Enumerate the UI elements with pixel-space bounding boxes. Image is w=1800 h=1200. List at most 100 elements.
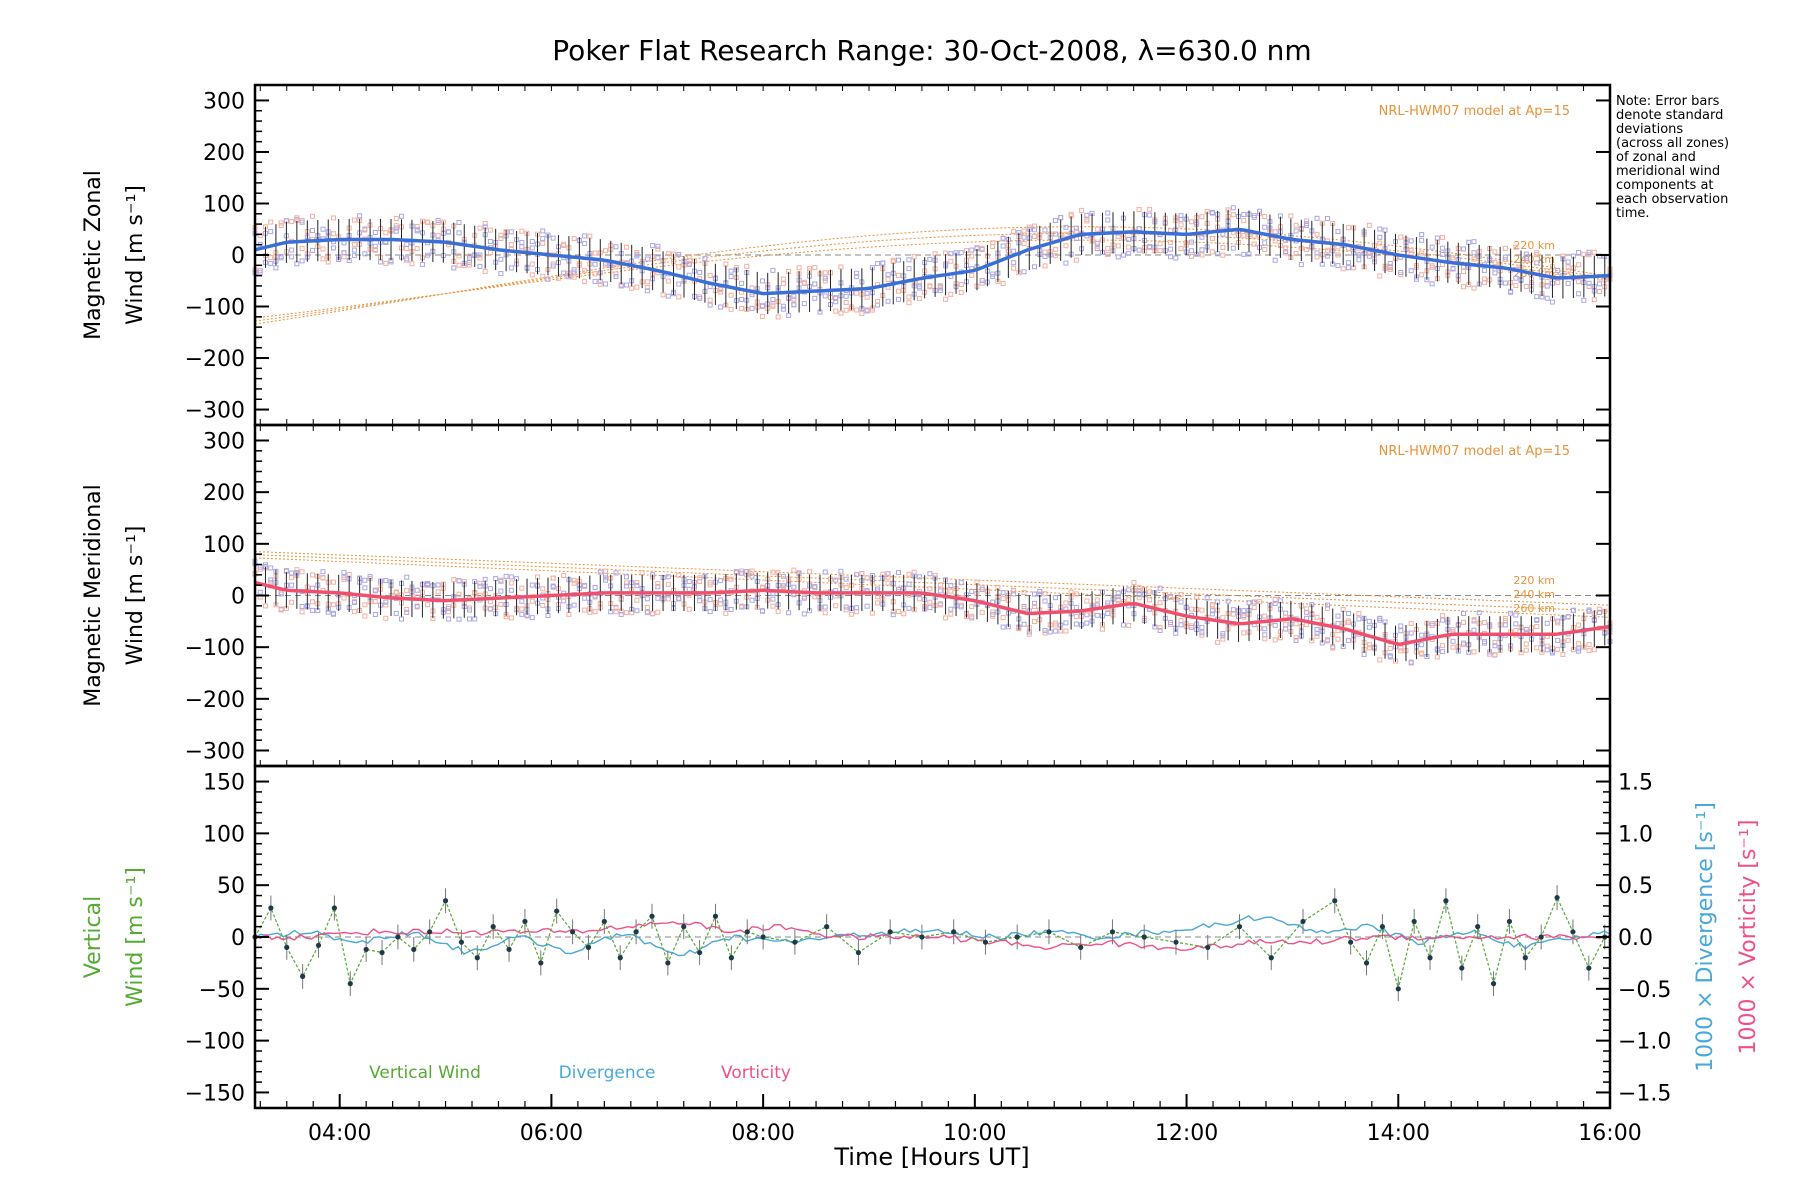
zone-point bbox=[299, 604, 305, 610]
zone-point bbox=[1199, 630, 1205, 636]
note-line: meridional wind bbox=[1616, 164, 1721, 179]
zone-point bbox=[1136, 585, 1142, 591]
model-altitude-label: 240 km bbox=[1513, 253, 1555, 266]
zone-point bbox=[927, 605, 933, 611]
vertical-wind-point bbox=[506, 946, 512, 953]
zone-point bbox=[1073, 228, 1079, 234]
zone-point bbox=[948, 582, 954, 588]
zone-point bbox=[1241, 251, 1247, 257]
zone-point bbox=[1534, 294, 1540, 300]
zone-point bbox=[1084, 212, 1090, 218]
zone-point bbox=[1586, 642, 1592, 648]
zone-point bbox=[613, 244, 619, 250]
vertical-wind-point bbox=[569, 929, 576, 935]
zone-point bbox=[1246, 600, 1252, 606]
zone-point bbox=[791, 584, 797, 590]
zone-point bbox=[1220, 244, 1226, 250]
zone-point bbox=[1021, 241, 1027, 247]
zone-point bbox=[299, 219, 305, 225]
zone-point bbox=[545, 276, 551, 282]
zone-point bbox=[341, 595, 347, 601]
zone-point bbox=[1220, 636, 1226, 642]
vertical-wind-point bbox=[554, 908, 560, 914]
zone-point bbox=[1251, 241, 1257, 247]
zone-point bbox=[1408, 250, 1414, 256]
zone-point bbox=[1314, 254, 1320, 260]
zone-point bbox=[686, 579, 692, 585]
zone-point bbox=[1272, 637, 1278, 643]
zone-point bbox=[1032, 591, 1038, 597]
vertical-wind-point bbox=[1586, 965, 1592, 971]
zone-point bbox=[843, 584, 849, 590]
zone-point bbox=[257, 589, 263, 595]
zone-point bbox=[1555, 646, 1561, 652]
y-tick-label: −200 bbox=[185, 688, 245, 713]
vertical-wind-point bbox=[363, 946, 369, 953]
zone-point bbox=[1241, 608, 1247, 614]
vertical-wind-point bbox=[1300, 918, 1306, 925]
vertical-wind-point bbox=[1570, 929, 1576, 935]
zone-point bbox=[833, 577, 839, 583]
zone-point bbox=[1560, 652, 1566, 658]
zone-point bbox=[383, 615, 389, 621]
zone-point bbox=[770, 303, 776, 309]
zone-point bbox=[1471, 617, 1477, 623]
zone-point bbox=[1000, 596, 1006, 602]
zone-point bbox=[393, 228, 399, 234]
vertical-wind-point bbox=[649, 913, 655, 919]
vertical-wind-point bbox=[1379, 924, 1386, 930]
zone-point bbox=[1209, 235, 1215, 241]
zone-point bbox=[1450, 255, 1456, 261]
zone-point bbox=[289, 575, 295, 581]
y-tick-label: 300 bbox=[203, 89, 245, 114]
y2-tick-label: −1.5 bbox=[1618, 1081, 1671, 1106]
zone-point bbox=[1513, 621, 1519, 627]
zone-point bbox=[540, 586, 546, 592]
zone-point bbox=[1073, 613, 1079, 619]
zone-point bbox=[1052, 620, 1058, 626]
x-axis-label: Time [Hours UT] bbox=[833, 1143, 1029, 1171]
vertical-wind-point bbox=[268, 905, 274, 911]
zone-point bbox=[310, 213, 316, 219]
zone-point bbox=[718, 304, 724, 310]
zone-point bbox=[419, 261, 425, 267]
zone-point bbox=[582, 240, 588, 246]
model-curve bbox=[254, 226, 1611, 325]
zone-point bbox=[1037, 589, 1043, 595]
vertical-wind-point bbox=[300, 973, 306, 979]
zone-point bbox=[948, 291, 954, 297]
y-tick-label: 0 bbox=[231, 244, 245, 269]
zone-point bbox=[911, 254, 917, 260]
zone-point bbox=[1586, 608, 1592, 614]
zone-point bbox=[456, 220, 462, 226]
zone-point bbox=[1178, 246, 1184, 252]
zone-point bbox=[1079, 207, 1085, 213]
note-line: components at bbox=[1616, 178, 1714, 193]
zone-point bbox=[676, 572, 682, 578]
zone-point bbox=[498, 588, 504, 594]
zone-point bbox=[728, 576, 734, 582]
zone-point bbox=[529, 582, 535, 588]
zone-point bbox=[644, 596, 650, 602]
zone-point bbox=[676, 595, 682, 601]
zone-point bbox=[1084, 620, 1090, 626]
zone-point bbox=[979, 280, 985, 286]
zone-point bbox=[1555, 279, 1561, 285]
zone-point bbox=[1126, 622, 1132, 628]
zone-point bbox=[916, 596, 922, 602]
zone-point bbox=[822, 270, 828, 276]
zone-point bbox=[299, 258, 305, 264]
zone-point bbox=[341, 577, 347, 583]
zone-point bbox=[1345, 225, 1351, 231]
zone-point bbox=[487, 227, 493, 233]
zone-point bbox=[351, 242, 357, 248]
zone-point bbox=[1209, 608, 1215, 614]
zone-point bbox=[937, 287, 943, 293]
zone-point bbox=[278, 255, 284, 261]
zone-point bbox=[435, 582, 441, 588]
zone-point bbox=[1340, 266, 1346, 272]
zone-point bbox=[1262, 613, 1268, 619]
zone-point bbox=[1440, 234, 1446, 240]
vertical-wind-point bbox=[490, 924, 496, 930]
